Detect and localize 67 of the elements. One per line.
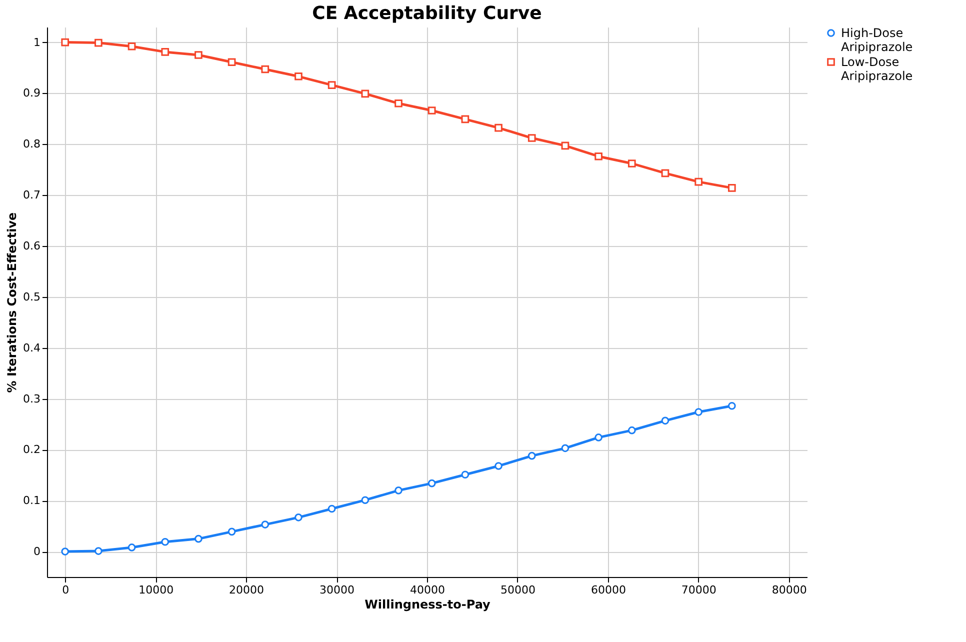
x-axis-title: Willingness-to-Pay: [364, 598, 491, 612]
point: [428, 106, 436, 114]
point: [628, 160, 636, 168]
x-tick-label: 20000: [229, 584, 264, 596]
point: [594, 152, 602, 160]
point: [461, 470, 470, 479]
point: [128, 544, 136, 552]
y-tick-label: 0.2: [23, 443, 40, 456]
y-tick-label: 0.9: [23, 86, 40, 100]
x-tick-label: 60000: [590, 584, 626, 596]
point: [61, 38, 70, 46]
y-tick-label: 0.5: [23, 290, 40, 304]
point: [61, 548, 70, 556]
point: [661, 416, 670, 425]
point: [294, 72, 302, 80]
point: [128, 42, 136, 50]
point: [694, 178, 702, 186]
point: [728, 184, 736, 192]
chart-title: CE Acceptability Curve: [312, 3, 542, 24]
point: [494, 124, 502, 132]
point: [261, 520, 270, 528]
point: [561, 142, 570, 150]
x-tick-label: 80000: [772, 584, 807, 596]
y-tick-label: 0.8: [23, 138, 40, 151]
point: [661, 169, 670, 178]
point: [394, 486, 402, 494]
legend-label: High-Dose Aripiprazole: [841, 26, 913, 54]
y-tick-label: 1: [34, 36, 40, 49]
point: [428, 479, 436, 488]
point: [294, 514, 302, 522]
point: [161, 48, 170, 56]
y-tick-label: 0.3: [23, 392, 40, 406]
x-tick-label: 40000: [410, 584, 445, 596]
point: [494, 462, 502, 470]
y-axis-title: % Iterations Cost-Effective: [5, 212, 20, 393]
legend-label: Low-Dose Aripiprazole: [841, 55, 913, 83]
point: [194, 51, 202, 59]
point: [194, 534, 202, 543]
point: [94, 547, 102, 555]
y-tick-label: 0.6: [23, 239, 40, 252]
point: [328, 504, 336, 513]
point: [561, 444, 570, 452]
point: [261, 65, 270, 74]
x-tick-label: 30000: [320, 584, 355, 596]
point: [728, 402, 736, 410]
x-tick-label: 70000: [681, 584, 716, 596]
x-tick-label: 10000: [138, 584, 174, 596]
point: [628, 426, 636, 434]
point: [361, 90, 370, 98]
point: [228, 528, 236, 536]
point: [528, 452, 536, 460]
point: [361, 496, 370, 504]
y-tick-label: 0.7: [23, 188, 40, 202]
point: [94, 38, 102, 47]
y-tick-label: 0.1: [23, 494, 40, 508]
point: [394, 99, 402, 108]
x-tick-label: 0: [62, 584, 70, 596]
point: [228, 58, 236, 66]
point: [694, 408, 702, 416]
point: [461, 115, 470, 124]
point: [328, 81, 336, 89]
x-tick-label: 50000: [500, 584, 536, 596]
point: [528, 134, 536, 142]
point: [594, 434, 602, 442]
point: [161, 538, 170, 546]
y-tick-label: 0.4: [23, 341, 40, 354]
y-tick-label: 0: [34, 545, 40, 558]
